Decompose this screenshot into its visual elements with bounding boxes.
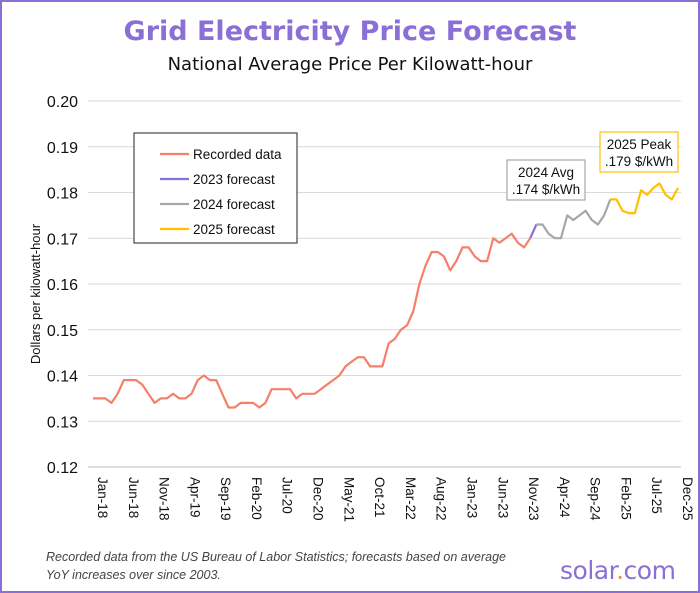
x-tick-label: Dec-20: [311, 477, 326, 521]
legend: Recorded data 2023 forecast 2024 forecast 2…: [133, 132, 298, 244]
x-tick-label: Dec-25: [680, 477, 695, 521]
x-tick-label: Oct-21: [372, 477, 387, 518]
solar-logo: solar.com: [560, 556, 676, 585]
series-line-1: [529, 224, 538, 239]
annotation-value: .179 $/kWh: [605, 154, 673, 169]
x-tick-label: May-21: [341, 477, 356, 522]
x-tick-label: Aug-22: [434, 477, 449, 521]
y-tick-label: 0.12: [47, 460, 78, 477]
x-tick-label: Apr-24: [557, 477, 572, 518]
annotation-title: 2024 Avg: [518, 165, 574, 180]
x-tick-label: Jun-18: [126, 477, 141, 518]
legend-label: 2024 forecast: [193, 197, 275, 212]
x-tick-label: Nov-23: [526, 477, 541, 521]
x-tick-label: Nov-18: [157, 477, 172, 521]
x-tick-label: Feb-25: [618, 477, 633, 520]
y-tick-label: 0.20: [47, 94, 78, 111]
legend-label: Recorded data: [193, 147, 282, 162]
annotation-box: 2025 Peak .179 $/kWh: [599, 131, 679, 173]
chart-subtitle: National Average Price Per Kilowatt-hour: [167, 54, 533, 75]
y-tick-label: 0.14: [47, 369, 78, 386]
y-tick-label: 0.15: [47, 323, 78, 340]
annotation-value: .174 $/kWh: [512, 182, 580, 197]
y-tick-label: 0.18: [47, 186, 78, 203]
series-line-2: [536, 199, 612, 240]
y-axis-label: Dollars per kilowatt-hour: [28, 223, 43, 364]
x-tick-label: Apr-19: [187, 477, 202, 518]
x-tick-label: Jun-23: [495, 477, 510, 518]
series-line-0: [93, 232, 532, 409]
annotation-title: 2025 Peak: [607, 137, 672, 152]
legend-label: 2025 forecast: [193, 222, 275, 237]
annotation-box: 2024 Avg .174 $/kWh: [506, 159, 586, 201]
x-tick-label: Sep-24: [588, 477, 603, 521]
x-tick-label: Jul-20: [280, 477, 295, 514]
x-tick-label: Sep-19: [218, 477, 233, 521]
y-tick-label: 0.13: [47, 414, 78, 431]
series-line-3: [610, 182, 679, 215]
footnote: Recorded data from the US Bureau of Labo…: [46, 550, 506, 582]
x-tick-label: Mar-22: [403, 477, 418, 520]
x-tick-label: Jan-23: [464, 477, 479, 518]
legend-label: 2023 forecast: [193, 172, 275, 187]
y-tick-label: 0.17: [47, 231, 78, 248]
y-tick-label: 0.19: [47, 140, 78, 157]
chart-title: Grid Electricity Price Forecast: [123, 16, 577, 47]
y-tick-label: 0.16: [47, 277, 78, 294]
x-tick-label: Jan-18: [95, 477, 110, 518]
x-tick-label: Feb-20: [249, 477, 264, 520]
x-tick-label: Jul-25: [649, 477, 664, 514]
